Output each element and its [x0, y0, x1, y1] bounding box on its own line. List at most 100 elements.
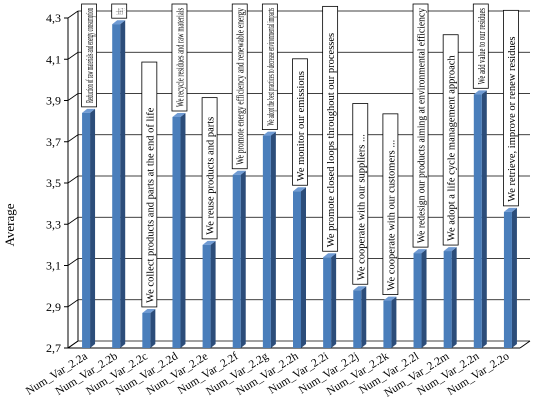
annotation-text: We add value to our residues — [477, 8, 488, 84]
bar-Num_Var_2.2f — [232, 170, 246, 348]
gridline-side — [67, 10, 79, 19]
gridline-side — [67, 51, 79, 60]
bar-Num_Var_2.2n — [473, 90, 487, 348]
annotation-text: Increased processes efficiency and produ… — [115, 8, 126, 14]
bar-front-face — [262, 135, 271, 348]
annotation-text: We retrieve, improve or renew residues — [507, 37, 518, 202]
annotation-text: We reuse products and parts — [206, 117, 217, 235]
gridline-side — [67, 258, 79, 266]
annotation-Num_Var_2.2k: We cooperate with our customers ... — [382, 113, 399, 295]
annotation-text: We monitor our emissions — [296, 71, 307, 181]
bar-top-face — [262, 131, 276, 136]
bar-top-face — [232, 170, 246, 175]
annotation-Num_Var_2.2o: We retrieve, improve or renew residues — [503, 9, 519, 207]
bar-top-face — [413, 249, 427, 254]
bar-Num_Var_2.2e — [202, 240, 216, 348]
annotation-box — [382, 113, 399, 295]
annotation-box — [292, 58, 308, 186]
gridline-side — [67, 93, 79, 101]
bars — [82, 20, 517, 348]
y-tick-label: 2,7 — [46, 341, 61, 355]
bar-front-face — [82, 112, 91, 348]
bar-side-face — [451, 247, 457, 348]
bar-front-face — [172, 117, 181, 348]
bar-Num_Var_2.2g — [262, 131, 276, 348]
annotation-box — [171, 3, 188, 112]
bar-top-face — [353, 286, 367, 291]
bar-front-face — [353, 290, 362, 348]
annotation-box — [352, 103, 369, 285]
bar-top-face — [202, 240, 216, 245]
y-axis-label: Average — [2, 203, 17, 246]
annotation-box — [472, 3, 489, 89]
bar-top-face — [293, 187, 306, 192]
annotations: Reduction of raw materials and energy co… — [81, 3, 519, 308]
y-tick-label: 3,9 — [46, 94, 61, 108]
gridline-side — [67, 175, 79, 184]
annotation-Num_Var_2.2c: We collect products and parts at the end… — [141, 61, 158, 308]
bar-side-face — [210, 240, 216, 348]
bar-front-face — [142, 312, 151, 348]
bar-top-face — [473, 90, 487, 95]
bar-front-face — [413, 253, 422, 348]
floor-right-edge — [519, 340, 531, 349]
annotation-Num_Var_2.2j: We cooperate with our suppliers ... — [352, 103, 369, 285]
annotation-Num_Var_2.2l: We redesign our products aiming at envir… — [412, 3, 429, 248]
bar-Num_Var_2.2m — [443, 247, 457, 348]
bar-side-face — [421, 249, 427, 348]
bar-side-face — [361, 286, 367, 348]
y-tick-label: 2,9 — [46, 300, 61, 314]
bar-Num_Var_2.2h — [293, 187, 306, 348]
bar-front-face — [383, 300, 392, 348]
y-tick-label: 3,7 — [46, 135, 61, 149]
annotation-Num_Var_2.2m: We adopt a life cycle management approac… — [442, 34, 459, 246]
bar-front-face — [202, 244, 211, 348]
annotation-text: We adopt a life cycle management approac… — [447, 55, 458, 241]
gridline-side — [67, 299, 79, 308]
bar-front-face — [232, 174, 241, 348]
bar-front-face — [323, 257, 332, 348]
annotation-text: We promote energy efficiency and renewab… — [236, 7, 247, 164]
annotation-text: We redesign our products aiming at envir… — [417, 7, 428, 243]
annotation-box — [442, 34, 459, 246]
annotation-box — [141, 61, 158, 308]
annotation-box — [412, 3, 429, 248]
annotation-Num_Var_2.2h: We monitor our emissions — [292, 58, 308, 186]
bar-Num_Var_2.2a — [82, 108, 96, 348]
bar-top-face — [383, 296, 397, 301]
annotation-box — [322, 5, 339, 252]
y-tick-label: 3,5 — [46, 176, 61, 190]
bar-Num_Var_2.2b — [112, 20, 126, 348]
bar-side-face — [120, 20, 126, 348]
bar-top-face — [142, 308, 156, 313]
bar-side-face — [301, 187, 306, 348]
annotation-Num_Var_2.2d: We recycle residues and raw materials — [171, 3, 188, 112]
annotation-text: We cooperate with our customers ... — [386, 140, 397, 291]
bar-Num_Var_2.2c — [142, 308, 156, 348]
y-tick-label: 3,3 — [46, 217, 61, 231]
y-tick-label: 4,3 — [46, 11, 61, 25]
bar-front-face — [473, 94, 482, 348]
annotation-text: Reduction of raw materials and energy co… — [85, 8, 96, 103]
bar-side-face — [391, 296, 397, 348]
bar-Num_Var_2.2l — [413, 249, 427, 348]
y-tick-label: 4,1 — [46, 52, 61, 66]
annotation-Num_Var_2.2b: Increased processes efficiency and produ… — [111, 3, 128, 19]
annotation-text: We recycle residues and raw materials — [175, 8, 186, 107]
annotation-box — [261, 3, 278, 130]
bar-Num_Var_2.2o — [503, 207, 517, 348]
bar-Num_Var_2.2d — [172, 113, 186, 348]
annotation-text: We promote closed loops throughout our p… — [326, 33, 337, 247]
bar-side-face — [481, 90, 487, 348]
annotation-text: We collect products and parts at the end… — [145, 107, 156, 303]
gridline-side — [67, 216, 79, 225]
bar-top-face — [443, 247, 457, 252]
annotation-box — [503, 9, 519, 207]
annotation-text: We adopt the best practices to decrease … — [266, 8, 277, 126]
x-tick-labels: Num_Var_2.2aNum_Var_2.2bNum_Var_2.2cNum_… — [24, 350, 512, 399]
gridline-side — [67, 340, 79, 349]
bar-front-face — [443, 251, 452, 348]
annotation-Num_Var_2.2i: We promote closed loops throughout our p… — [322, 5, 339, 252]
annotation-box — [231, 3, 248, 170]
